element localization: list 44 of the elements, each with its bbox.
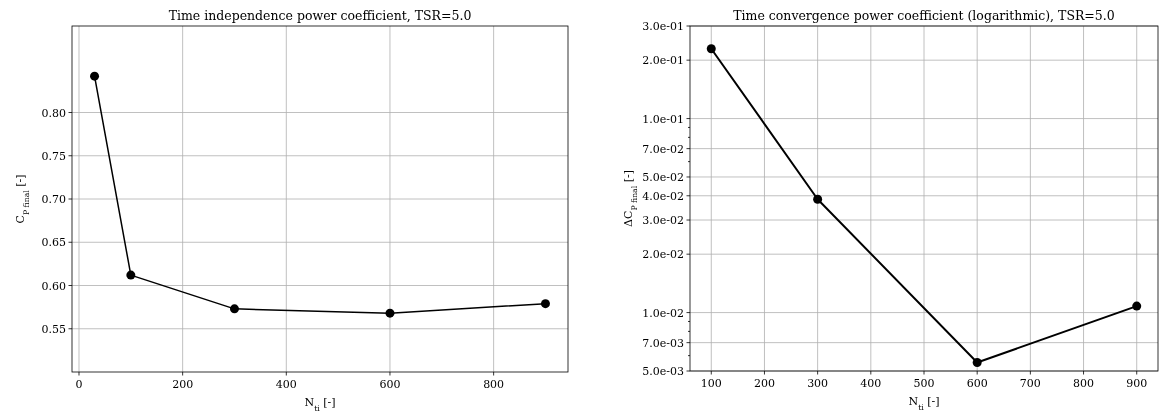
point <box>229 304 239 314</box>
x-tick-label: 400 <box>860 377 882 390</box>
y-tick-label: 3.0e-01 <box>642 20 684 33</box>
y-tick-label: 0.70 <box>41 193 66 206</box>
x-tick-label: 800 <box>483 378 505 391</box>
x-tick-label: 800 <box>1073 377 1095 390</box>
point <box>540 299 550 309</box>
x-axis-title: N$_{ti}$ [-] <box>908 395 940 412</box>
x-tick-label: 700 <box>1019 377 1041 390</box>
y-tick-label: 2.0e-01 <box>642 54 684 68</box>
x-tick-label: 0 <box>75 378 83 391</box>
x-axis-title: N$_{ti}$ [-] <box>304 396 336 413</box>
x-tick-label: 200 <box>753 377 775 390</box>
point <box>126 270 136 280</box>
y-tick-label: 0.80 <box>41 106 66 120</box>
y-tick-label: 0.75 <box>41 149 66 163</box>
y-tick-label: 4.0e-02 <box>642 189 684 203</box>
point <box>1132 301 1142 311</box>
x-tick-label: 600 <box>379 378 401 391</box>
y-tick-label: 5.0e-02 <box>642 170 684 184</box>
y-tick-label: 1.0e-02 <box>642 306 684 320</box>
x-tick-label: 100 <box>700 377 722 390</box>
chart-title: Time independence power coefficient, TSR=5.0 <box>168 8 472 23</box>
point <box>972 358 982 368</box>
x-tick-label: 500 <box>913 377 935 390</box>
y-tick-label: 7.0e-02 <box>642 142 684 156</box>
x-tick-label: 900 <box>1126 377 1148 390</box>
point <box>706 44 716 54</box>
y-tick-label: 1.0e-01 <box>642 112 684 126</box>
x-tick-label: 200 <box>172 378 194 391</box>
chart-title: Time convergence power coefficient (logarithmic), TSR=5.0 <box>733 8 1115 23</box>
point <box>90 71 100 81</box>
y-tick-label: 0.60 <box>41 279 66 293</box>
point <box>813 194 823 204</box>
y-tick-label: 5.0e-03 <box>642 365 684 378</box>
x-tick-label: 300 <box>807 377 829 390</box>
y-tick-label: 3.0e-02 <box>642 214 684 228</box>
y-tick-label: 2.0e-02 <box>642 248 684 262</box>
y-tick-label: 7.0e-03 <box>642 336 684 350</box>
point <box>385 308 395 318</box>
y-tick-label: 0.65 <box>41 236 66 250</box>
y-tick-label: 0.55 <box>41 322 66 336</box>
x-tick-label: 600 <box>966 377 988 390</box>
x-tick-label: 400 <box>275 378 297 391</box>
